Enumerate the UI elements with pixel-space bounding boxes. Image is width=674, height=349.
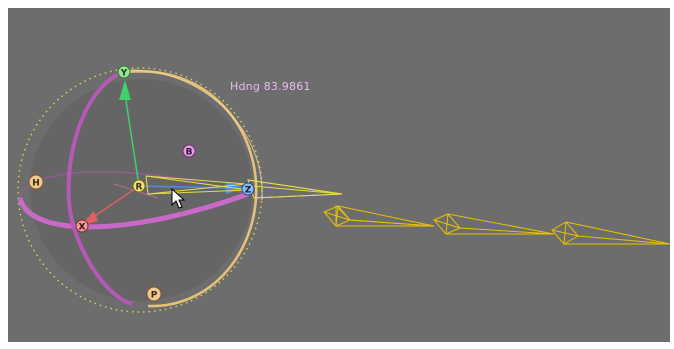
h-ring-label: H [28, 174, 44, 190]
pitch-ring[interactable] [66, 70, 133, 306]
svg-text:R: R [136, 183, 143, 193]
svg-text:B: B [186, 148, 193, 158]
heading-readout: Hdng 83.9861 [230, 80, 311, 93]
svg-text:Y: Y [120, 69, 128, 79]
svg-text:P: P [151, 291, 158, 301]
scene-canvas: Y Z X R H B P [17, 65, 670, 313]
y-axis-label: Y [117, 65, 131, 79]
y-axis-arrow[interactable] [119, 80, 131, 100]
camera-keyframe-1[interactable] [323, 204, 435, 227]
svg-text:H: H [32, 179, 40, 189]
x-axis-label: X [75, 219, 89, 233]
p-ring-label: P [146, 286, 162, 302]
svg-text:X: X [79, 223, 86, 233]
heading-readout-value: 83.9861 [263, 80, 311, 93]
r-axis-label: R [132, 179, 146, 193]
y-axis-line[interactable] [124, 93, 140, 187]
camera-keyframe-3[interactable] [551, 221, 670, 245]
3d-viewport[interactable]: Y Z X R H B P Hdng 83.9861 [8, 8, 670, 342]
heading-readout-label: Hdng [230, 80, 261, 93]
camera-keyframe-2[interactable] [433, 213, 555, 235]
b-ring-label: B [182, 144, 196, 158]
heading-ring[interactable] [17, 191, 249, 230]
z-axis-label: Z [241, 182, 255, 196]
svg-text:Z: Z [245, 186, 252, 196]
